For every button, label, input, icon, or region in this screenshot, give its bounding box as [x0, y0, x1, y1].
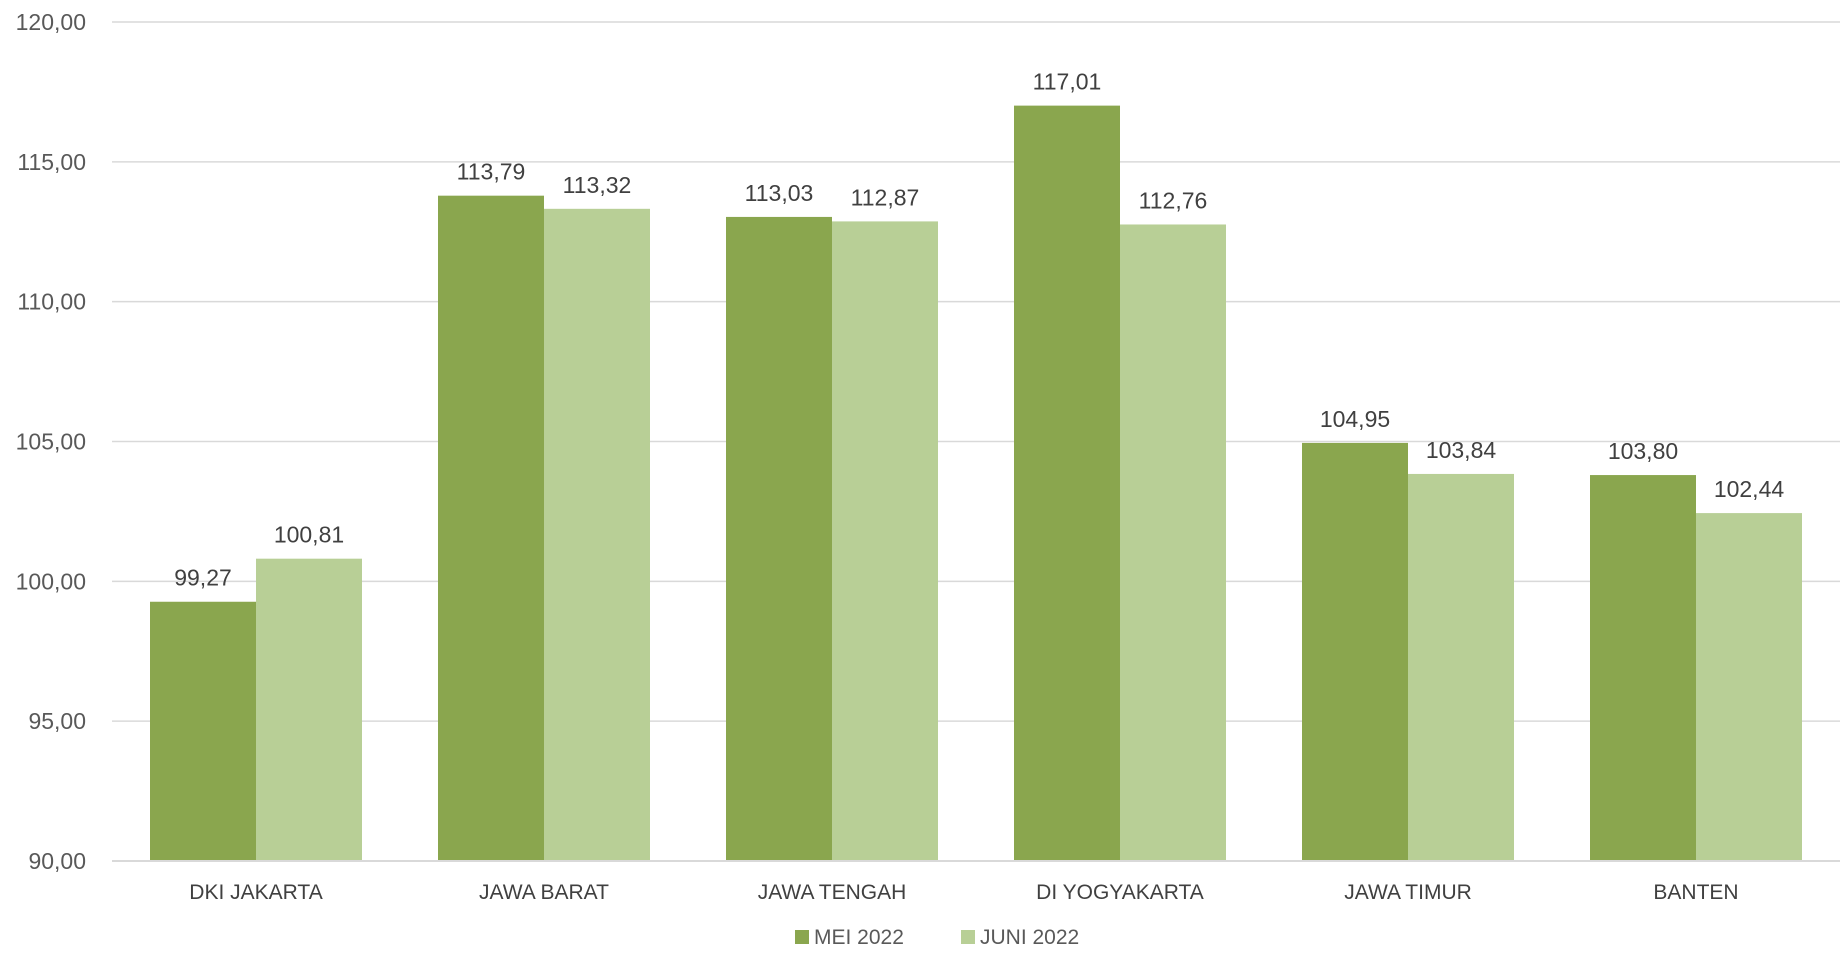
x-axis: DKI JAKARTA JAWA BARAT JAWA TENGAH DI YOGYA…: [112, 860, 1840, 904]
data-label: 112,87: [851, 184, 920, 210]
bar-juni-2022: [256, 558, 362, 861]
legend-label: JUNI 2022: [980, 926, 1079, 949]
y-tick-label: 100,00: [16, 568, 86, 594]
x-tick-label: DKI JAKARTA: [189, 881, 322, 904]
data-label: 103,84: [1426, 437, 1497, 463]
y-tick-label: 105,00: [16, 429, 86, 455]
legend: MEI 2022 JUNI 2022: [795, 926, 1079, 949]
bar-juni-2022: [544, 208, 650, 862]
bar-juni-2022: [1408, 473, 1514, 861]
bar-juni-2022: [1696, 513, 1802, 861]
bar-mei-2022: [150, 601, 256, 861]
bar-mei-2022: [1302, 442, 1408, 861]
data-label: 103,80: [1608, 438, 1678, 464]
bar-mei-2022: [726, 216, 832, 861]
y-axis: 90,00 95,00 100,00 105,00 110,00 115,00 120,00: [16, 9, 86, 874]
y-tick-label: 90,00: [28, 848, 86, 874]
data-label: 117,01: [1033, 69, 1102, 95]
bar-mei-2022: [1014, 105, 1120, 861]
data-label: 113,03: [745, 180, 814, 206]
y-tick-label: 115,00: [17, 149, 86, 175]
data-label: 99,27: [174, 565, 232, 591]
legend-swatch: [961, 930, 975, 944]
bar-mei-2022: [1590, 475, 1696, 861]
x-tick-label: DI YOGYAKARTA: [1036, 881, 1204, 904]
x-tick-label: BANTEN: [1653, 881, 1738, 904]
legend-label: MEI 2022: [814, 926, 904, 949]
data-label: 104,95: [1320, 406, 1390, 432]
bar-mei-2022: [438, 195, 544, 862]
y-tick-label: 95,00: [28, 708, 86, 734]
data-label: 100,81: [274, 522, 344, 548]
data-label: 113,79: [457, 159, 526, 185]
legend-swatch: [795, 930, 809, 944]
data-label: 112,76: [1139, 187, 1208, 213]
data-label: 113,32: [563, 172, 632, 198]
data-labels: 99,27 100,81 113,79 113,32 113,03 112,87 117,0…: [174, 69, 1784, 591]
y-tick-label: 110,00: [17, 289, 86, 315]
x-tick-label: JAWA TIMUR: [1344, 881, 1472, 904]
x-tick-label: JAWA TENGAH: [758, 881, 907, 904]
bar-juni-2022: [1120, 224, 1226, 862]
x-tick-label: JAWA BARAT: [479, 881, 609, 904]
data-label: 102,44: [1714, 476, 1785, 502]
gridlines: [112, 21, 1840, 862]
bars: [150, 105, 1802, 862]
y-tick-label: 120,00: [16, 9, 86, 35]
bar-juni-2022: [832, 221, 938, 861]
